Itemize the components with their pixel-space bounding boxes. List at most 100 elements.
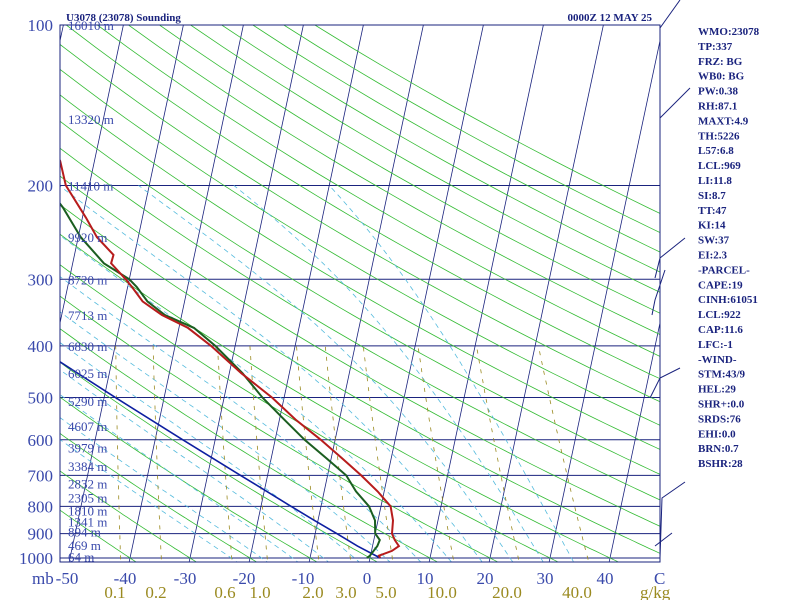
height-label-5: 2305 m [68, 490, 107, 505]
temperature-trace [60, 158, 401, 559]
temperature-tick-0: 0 [363, 569, 372, 588]
pressure-unit-label: mb [32, 569, 54, 588]
dry-adiabat-60 [60, 175, 660, 527]
dry-adiabat-170 [221, 25, 660, 273]
index-item-25: SHR+:0.0 [698, 399, 745, 411]
pressure-label-300: 300 [28, 270, 54, 289]
moist-adiabat--5 [60, 369, 330, 562]
index-item-23: STM:43/9 [698, 369, 746, 381]
pressure-label-600: 600 [28, 431, 54, 450]
index-item-18: CINH:61051 [698, 294, 758, 306]
mixing-ratio-tick-7: 10.0 [427, 583, 457, 600]
mixing-ratio-tick-4: 2.0 [302, 583, 323, 600]
pressure-label-700: 700 [28, 466, 54, 485]
isotherm--60 [60, 25, 124, 325]
wind-barb-5 [659, 481, 686, 559]
mixing-ratio-tick-1: 0.2 [145, 583, 166, 600]
index-item-2: FRZ: BG [698, 56, 743, 68]
moist-adiabat-20 [60, 185, 483, 562]
dry-adiabat-30 [60, 264, 559, 562]
index-item-16: -PARCEL- [698, 264, 750, 276]
index-item-4: PW:0.38 [698, 86, 739, 98]
index-item-29: BSHR:28 [698, 458, 743, 470]
index-item-14: SW:37 [698, 235, 730, 247]
index-item-22: -WIND- [698, 354, 737, 366]
pressure-label-800: 800 [28, 497, 54, 516]
dry-adiabat--20 [60, 432, 258, 562]
pressure-label-100: 100 [28, 16, 54, 35]
pressure-label-1000: 1000 [19, 549, 53, 568]
dry-adiabat-180 [252, 25, 660, 253]
dry-adiabat-70 [60, 147, 660, 501]
isotherm-40 [608, 321, 660, 562]
height-label-11: 6025 m [68, 366, 107, 381]
index-item-1: TP:337 [698, 41, 733, 53]
mixing-ratio-tick-9: 40.0 [562, 583, 592, 600]
dry-adiabat-0 [60, 361, 379, 562]
height-label-9: 4607 m [68, 419, 107, 434]
height-label-18: 16010 m [68, 18, 114, 33]
dry-adiabat-160 [190, 25, 660, 293]
dry-adiabat-40 [60, 233, 620, 562]
height-label-12: 6830 m [68, 339, 107, 354]
mixing-ratio-tick-5: 3.0 [335, 583, 356, 600]
index-item-20: CAP:11.6 [698, 324, 743, 336]
mixing-ratio-unit-label: g/kg [640, 583, 671, 600]
dry-adiabat-110 [60, 43, 660, 403]
dry-adiabat--10 [60, 396, 318, 562]
wind-barb-3 [651, 269, 666, 316]
plot-frame [59, 24, 661, 563]
dry-adiabat-140 [128, 25, 660, 335]
temperature-tick--30: -30 [174, 569, 197, 588]
height-label-0: 64 m [68, 550, 94, 565]
wind-barbs [649, 0, 691, 559]
moist-adiabat-5 [60, 311, 391, 562]
moist-adiabat-35 [328, 185, 575, 562]
mixing-ratio-10 [417, 345, 455, 562]
wind-barb-4 [649, 367, 681, 399]
index-item-11: SI:8.7 [698, 190, 726, 202]
mixing-ratio-40 [538, 345, 590, 562]
isotherm--40 [128, 25, 244, 562]
height-label-4: 1810 m [68, 504, 107, 519]
index-item-7: TH:5226 [698, 130, 740, 142]
index-item-0: WMO:23078 [698, 26, 760, 38]
index-item-6: MAXT:4.9 [698, 115, 749, 127]
index-item-10: LI:11.8 [698, 175, 732, 187]
index-item-17: CAPE:19 [698, 279, 743, 291]
height-label-15: 9920 m [68, 230, 107, 245]
height-label-2: 894 m [68, 524, 101, 539]
temperature-tick-40: 40 [597, 569, 614, 588]
temperature-tick--20: -20 [233, 569, 256, 588]
index-item-8: L57:6.8 [698, 145, 734, 157]
height-label-8: 3979 m [68, 440, 107, 455]
wind-barb-6 [654, 532, 673, 547]
isotherm--20 [248, 25, 364, 562]
height-label-14: 8720 m [68, 272, 107, 287]
temperature-tick-10: 10 [417, 569, 434, 588]
mixing-ratio-tick-0: 0.1 [104, 583, 125, 600]
moist-adiabat--10 [60, 394, 299, 562]
moist-adiabat--20 [60, 439, 238, 562]
height-label-16: 11410 m [68, 178, 113, 193]
wind-barb-2 [654, 237, 686, 279]
dry-adiabat-120 [66, 25, 660, 380]
dewpoint-trace [60, 202, 381, 559]
dry-adiabat-20 [60, 295, 499, 562]
index-item-27: EHI:0.0 [698, 428, 736, 440]
isotherm--30 [188, 25, 304, 562]
dry-adiabat--30 [60, 470, 198, 562]
height-label-17: 13320 m [68, 112, 114, 127]
index-item-19: LCL:922 [698, 309, 741, 321]
temperature-tick--50: -50 [56, 569, 79, 588]
index-item-5: RH:87.1 [698, 101, 737, 113]
index-item-9: LCL:969 [698, 160, 741, 172]
wind-barb-1 [659, 87, 691, 119]
temperature-tick-30: 30 [537, 569, 554, 588]
mixing-ratio-20 [476, 345, 520, 562]
pressure-label-400: 400 [28, 337, 54, 356]
temperature-unit-label: C [654, 569, 665, 588]
dry-adiabat-50 [60, 204, 660, 554]
isotherm--50 [68, 25, 184, 562]
